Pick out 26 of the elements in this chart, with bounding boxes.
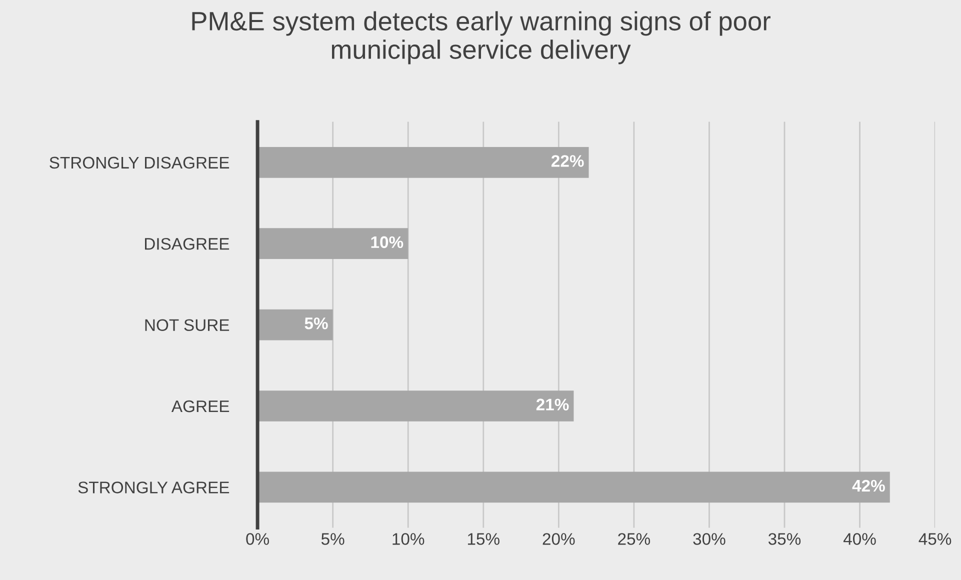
y-tick-label: DISAGREE [145, 238, 230, 250]
x-tick-label: 15% [468, 533, 500, 545]
data-label: 5% [304, 318, 328, 330]
chart-title: PM&E system detects early warning signs of poor municipal service delivery [192, 11, 770, 64]
bar [258, 146, 589, 178]
x-tick-label: 0% [246, 533, 269, 545]
x-tick-label: 35% [768, 533, 801, 545]
x-tick-label: 30% [693, 533, 726, 545]
data-label: 10% [371, 236, 404, 248]
x-tick-label: 5% [321, 533, 344, 545]
data-label: 21% [536, 398, 569, 410]
y-tick-label: STRONGLY AGREE [78, 482, 230, 494]
data-label: 22% [551, 155, 584, 167]
x-tick-label: 40% [843, 533, 876, 545]
y-tick-label: AGREE [171, 400, 230, 412]
bar [258, 390, 574, 422]
x-tick-label: 20% [542, 533, 575, 545]
x-tick-label: 25% [618, 533, 650, 545]
x-tick-label: 45% [918, 533, 952, 545]
y-tick-label: STRONGLY DISAGREE [50, 156, 230, 169]
data-label: 42% [852, 480, 885, 492]
bar [258, 472, 890, 503]
bar [258, 309, 333, 340]
bar [258, 228, 408, 260]
x-tick-label: 10% [392, 533, 424, 545]
y-tick-label: NOT SURE [145, 319, 230, 332]
